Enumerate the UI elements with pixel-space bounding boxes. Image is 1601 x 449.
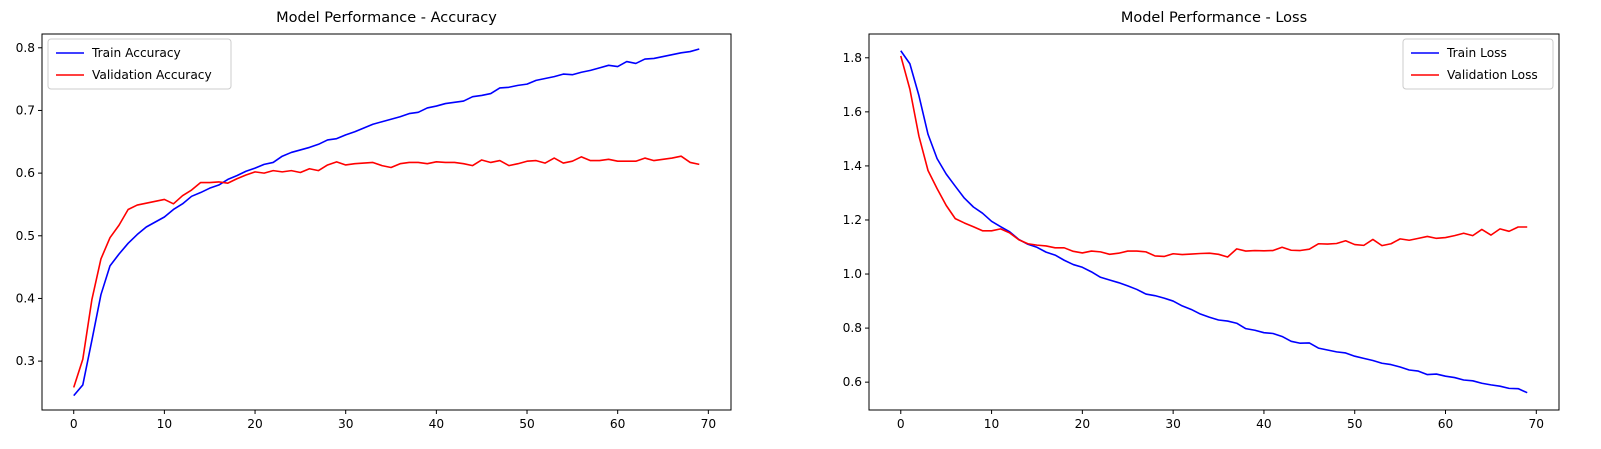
axes-frame <box>41 33 732 411</box>
x-tick-label: 10 <box>984 417 1000 431</box>
y-tick-label: 0.6 <box>16 166 35 180</box>
y-tick-label: 0.5 <box>16 229 35 243</box>
x-tick-label: 60 <box>1438 417 1454 431</box>
legend-label-train-loss: Train Loss <box>1446 46 1507 60</box>
accuracy-chart: Model Performance - Accuracy 0 10 20 30 40 50 6… <box>16 10 732 431</box>
legend: Train Loss Validation Loss <box>1402 38 1554 90</box>
y-tick-label: 0.4 <box>16 291 36 305</box>
y-tick-label: 0.7 <box>16 103 35 117</box>
legend-label-train-accuracy: Train Accuracy <box>91 46 181 60</box>
legend-box <box>1402 38 1554 90</box>
x-tick-label: 50 <box>519 417 535 431</box>
chart-title: Model Performance - Accuracy <box>276 10 497 26</box>
y-tick-label: 1.8 <box>843 51 862 65</box>
x-tick-label: 30 <box>338 417 354 431</box>
x-tick-label: 0 <box>897 417 905 431</box>
x-tick-label: 10 <box>157 417 173 431</box>
y-tick-label: 0.3 <box>16 354 35 368</box>
y-tick-label: 0.6 <box>843 375 862 389</box>
legend-label-validation-loss: Validation Loss <box>1447 68 1538 82</box>
x-tick-label: 0 <box>70 417 78 431</box>
series-line-train-loss <box>900 50 1528 394</box>
loss-chart: Model Performance - Loss 0 10 20 30 40 50 60 70 0… <box>843 10 1560 431</box>
y-tick-label: 0.8 <box>843 321 862 335</box>
y-tick-label: 1.4 <box>843 159 863 173</box>
x-tick-label: 20 <box>247 417 263 431</box>
series-line-validation-loss <box>900 55 1528 258</box>
axes-frame <box>868 33 1560 411</box>
x-tick-label: 70 <box>701 417 717 431</box>
series-line-train-accuracy <box>73 48 700 397</box>
legend: Train Accuracy Validation Accuracy <box>47 38 232 90</box>
legend-box <box>47 38 232 90</box>
x-tick-label: 70 <box>1529 417 1545 431</box>
chart-title: Model Performance - Loss <box>1121 10 1307 26</box>
series-line-validation-accuracy <box>72 155 700 388</box>
x-tick-label: 60 <box>610 417 626 431</box>
y-tick-label: 1.6 <box>843 105 862 119</box>
x-tick-label: 30 <box>1165 417 1181 431</box>
y-tick-label: 0.8 <box>16 41 35 55</box>
legend-label-validation-accuracy: Validation Accuracy <box>92 68 212 82</box>
x-tick-label: 50 <box>1347 417 1363 431</box>
x-tick-label: 40 <box>429 417 445 431</box>
y-tick-label: 1.0 <box>843 267 862 281</box>
x-tick-label: 40 <box>1256 417 1272 431</box>
x-tick-label: 20 <box>1075 417 1091 431</box>
y-tick-label: 1.2 <box>843 213 862 227</box>
